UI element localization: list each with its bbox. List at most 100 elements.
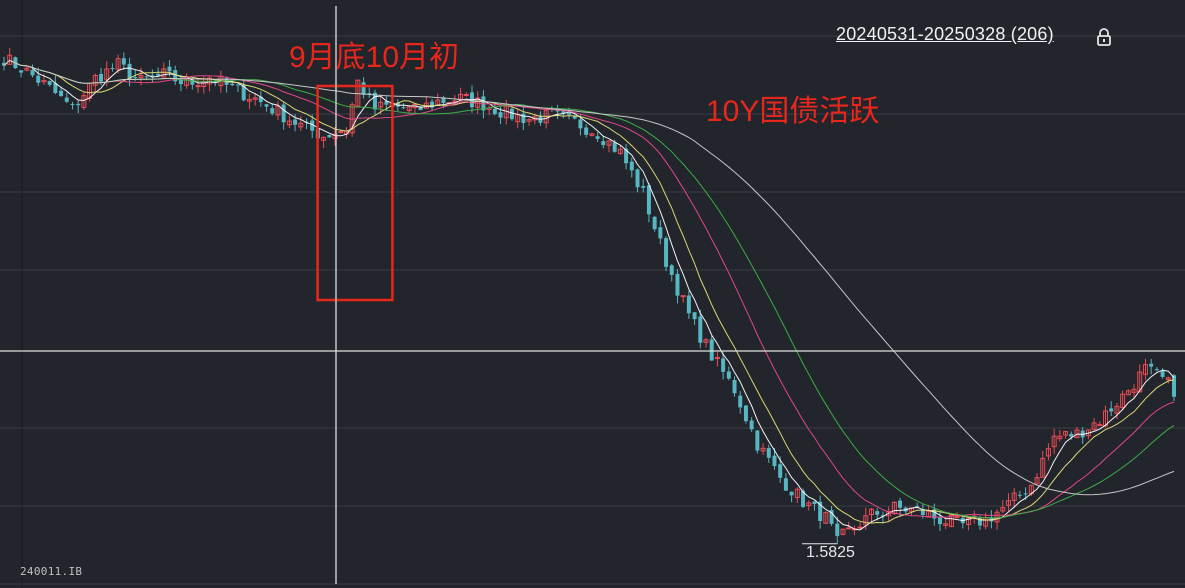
candle-body	[1051, 435, 1057, 448]
candle-body	[59, 90, 64, 96]
candle-body	[1109, 408, 1114, 412]
moving-average-lines	[3, 59, 1175, 531]
candle-body	[743, 405, 748, 422]
candle-body	[760, 447, 766, 452]
candle-body	[749, 420, 754, 430]
candle-body	[669, 265, 674, 275]
candle-body	[766, 448, 771, 458]
candle-body	[1063, 431, 1069, 436]
candle-body	[99, 73, 104, 82]
candle-body	[310, 120, 315, 131]
candle-body	[641, 185, 646, 188]
candle-body	[948, 514, 954, 528]
candle-body	[1114, 405, 1120, 414]
candle-body	[635, 169, 640, 188]
candle-body	[463, 93, 469, 96]
candle-body	[954, 515, 960, 519]
candle-body	[977, 517, 982, 526]
candle-body	[1011, 492, 1017, 501]
candle-body	[595, 136, 600, 139]
candle-body	[441, 97, 446, 103]
candle-body	[966, 517, 972, 526]
candle-body	[53, 83, 58, 94]
candle-body	[846, 527, 852, 530]
grid-lines	[0, 35, 1185, 585]
candle-body	[372, 92, 377, 110]
candle-body	[835, 523, 840, 536]
candle-body	[298, 122, 304, 128]
ma5-line	[3, 59, 1175, 531]
candle-body	[680, 295, 686, 298]
candle-body	[783, 478, 788, 491]
candle-body	[818, 501, 823, 521]
candle-body	[1125, 390, 1131, 396]
date-range-label[interactable]: 20240531-20250328 (206)	[836, 24, 1054, 44]
candle-body	[47, 81, 52, 85]
candle-body	[395, 102, 400, 107]
ma20-line	[3, 59, 1175, 518]
candle-body	[104, 68, 110, 81]
candle-body	[258, 96, 263, 102]
candle-body	[732, 380, 737, 394]
candle-body	[1097, 424, 1103, 427]
instrument-code-label: 240011.IB	[20, 565, 83, 578]
candle-body	[721, 358, 726, 372]
candle-body	[1034, 477, 1040, 485]
candle-body	[92, 74, 98, 86]
candle-body	[806, 502, 812, 506]
candle-body	[794, 488, 800, 498]
candle-body	[521, 113, 526, 123]
candle-body	[36, 75, 41, 83]
candle-body	[1005, 500, 1011, 506]
candle-body	[430, 101, 435, 108]
candle-body	[1172, 375, 1176, 397]
candle-body	[572, 116, 577, 119]
candle-body	[110, 68, 115, 70]
candle-body	[1069, 433, 1074, 437]
candle-body	[863, 515, 869, 526]
candle-body	[1091, 422, 1097, 431]
candle-body	[875, 511, 880, 515]
candle-body	[703, 339, 709, 343]
candle-body	[567, 112, 572, 115]
candle-body	[629, 161, 634, 171]
crosshair[interactable]	[0, 6, 1185, 584]
candle-body	[304, 121, 309, 123]
candle-body	[270, 108, 275, 114]
candle-body	[1149, 363, 1154, 367]
candle-body	[173, 70, 178, 82]
candle-body	[127, 63, 132, 79]
candle-body	[1160, 370, 1165, 377]
candle-body	[2, 62, 6, 66]
candle-body	[601, 141, 606, 146]
candle-body	[332, 133, 338, 140]
candle-body	[869, 508, 875, 516]
candle-body	[692, 312, 697, 320]
candle-body	[1142, 364, 1148, 375]
candle-body	[624, 148, 629, 164]
candle-body	[772, 455, 777, 467]
candlestick-series	[2, 47, 1176, 544]
candle-body	[401, 107, 406, 109]
candle-body	[498, 112, 503, 118]
candle-body	[920, 509, 925, 516]
lock-icon[interactable]	[1096, 28, 1112, 46]
candle-body	[321, 136, 327, 141]
candle-body	[509, 108, 514, 120]
candle-body	[178, 79, 183, 85]
candle-body	[236, 84, 240, 86]
candle-body	[195, 85, 201, 88]
candle-body	[578, 119, 583, 129]
ma30-line	[3, 59, 1175, 519]
candle-body	[812, 501, 817, 505]
candle-body	[70, 104, 75, 106]
candle-body	[150, 75, 155, 77]
candle-body	[19, 70, 24, 73]
candle-body	[857, 526, 863, 529]
candle-body	[281, 104, 286, 123]
candle-body	[81, 95, 87, 108]
candle-body	[230, 83, 235, 86]
candle-body	[526, 119, 532, 122]
